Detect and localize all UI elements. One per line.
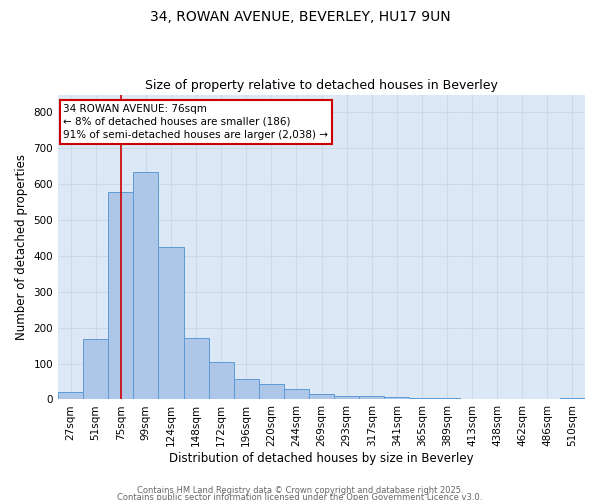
- Bar: [560, 398, 585, 400]
- Bar: [233, 379, 259, 400]
- Bar: [409, 398, 434, 400]
- Bar: [434, 398, 460, 400]
- Bar: [209, 362, 233, 400]
- Bar: [108, 192, 133, 400]
- X-axis label: Distribution of detached houses by size in Beverley: Distribution of detached houses by size …: [169, 452, 474, 465]
- Text: Contains HM Land Registry data © Crown copyright and database right 2025.: Contains HM Land Registry data © Crown c…: [137, 486, 463, 495]
- Bar: [259, 384, 284, 400]
- Text: Contains public sector information licensed under the Open Government Licence v3: Contains public sector information licen…: [118, 494, 482, 500]
- Bar: [284, 388, 309, 400]
- Bar: [58, 392, 83, 400]
- Bar: [384, 397, 409, 400]
- Bar: [359, 396, 384, 400]
- Text: 34, ROWAN AVENUE, BEVERLEY, HU17 9UN: 34, ROWAN AVENUE, BEVERLEY, HU17 9UN: [149, 10, 451, 24]
- Bar: [133, 172, 158, 400]
- Bar: [309, 394, 334, 400]
- Bar: [184, 338, 209, 400]
- Title: Size of property relative to detached houses in Beverley: Size of property relative to detached ho…: [145, 79, 498, 92]
- Bar: [460, 398, 485, 400]
- Bar: [158, 247, 184, 400]
- Bar: [334, 396, 359, 400]
- Bar: [83, 339, 108, 400]
- Y-axis label: Number of detached properties: Number of detached properties: [15, 154, 28, 340]
- Text: 34 ROWAN AVENUE: 76sqm
← 8% of detached houses are smaller (186)
91% of semi-det: 34 ROWAN AVENUE: 76sqm ← 8% of detached …: [64, 104, 328, 140]
